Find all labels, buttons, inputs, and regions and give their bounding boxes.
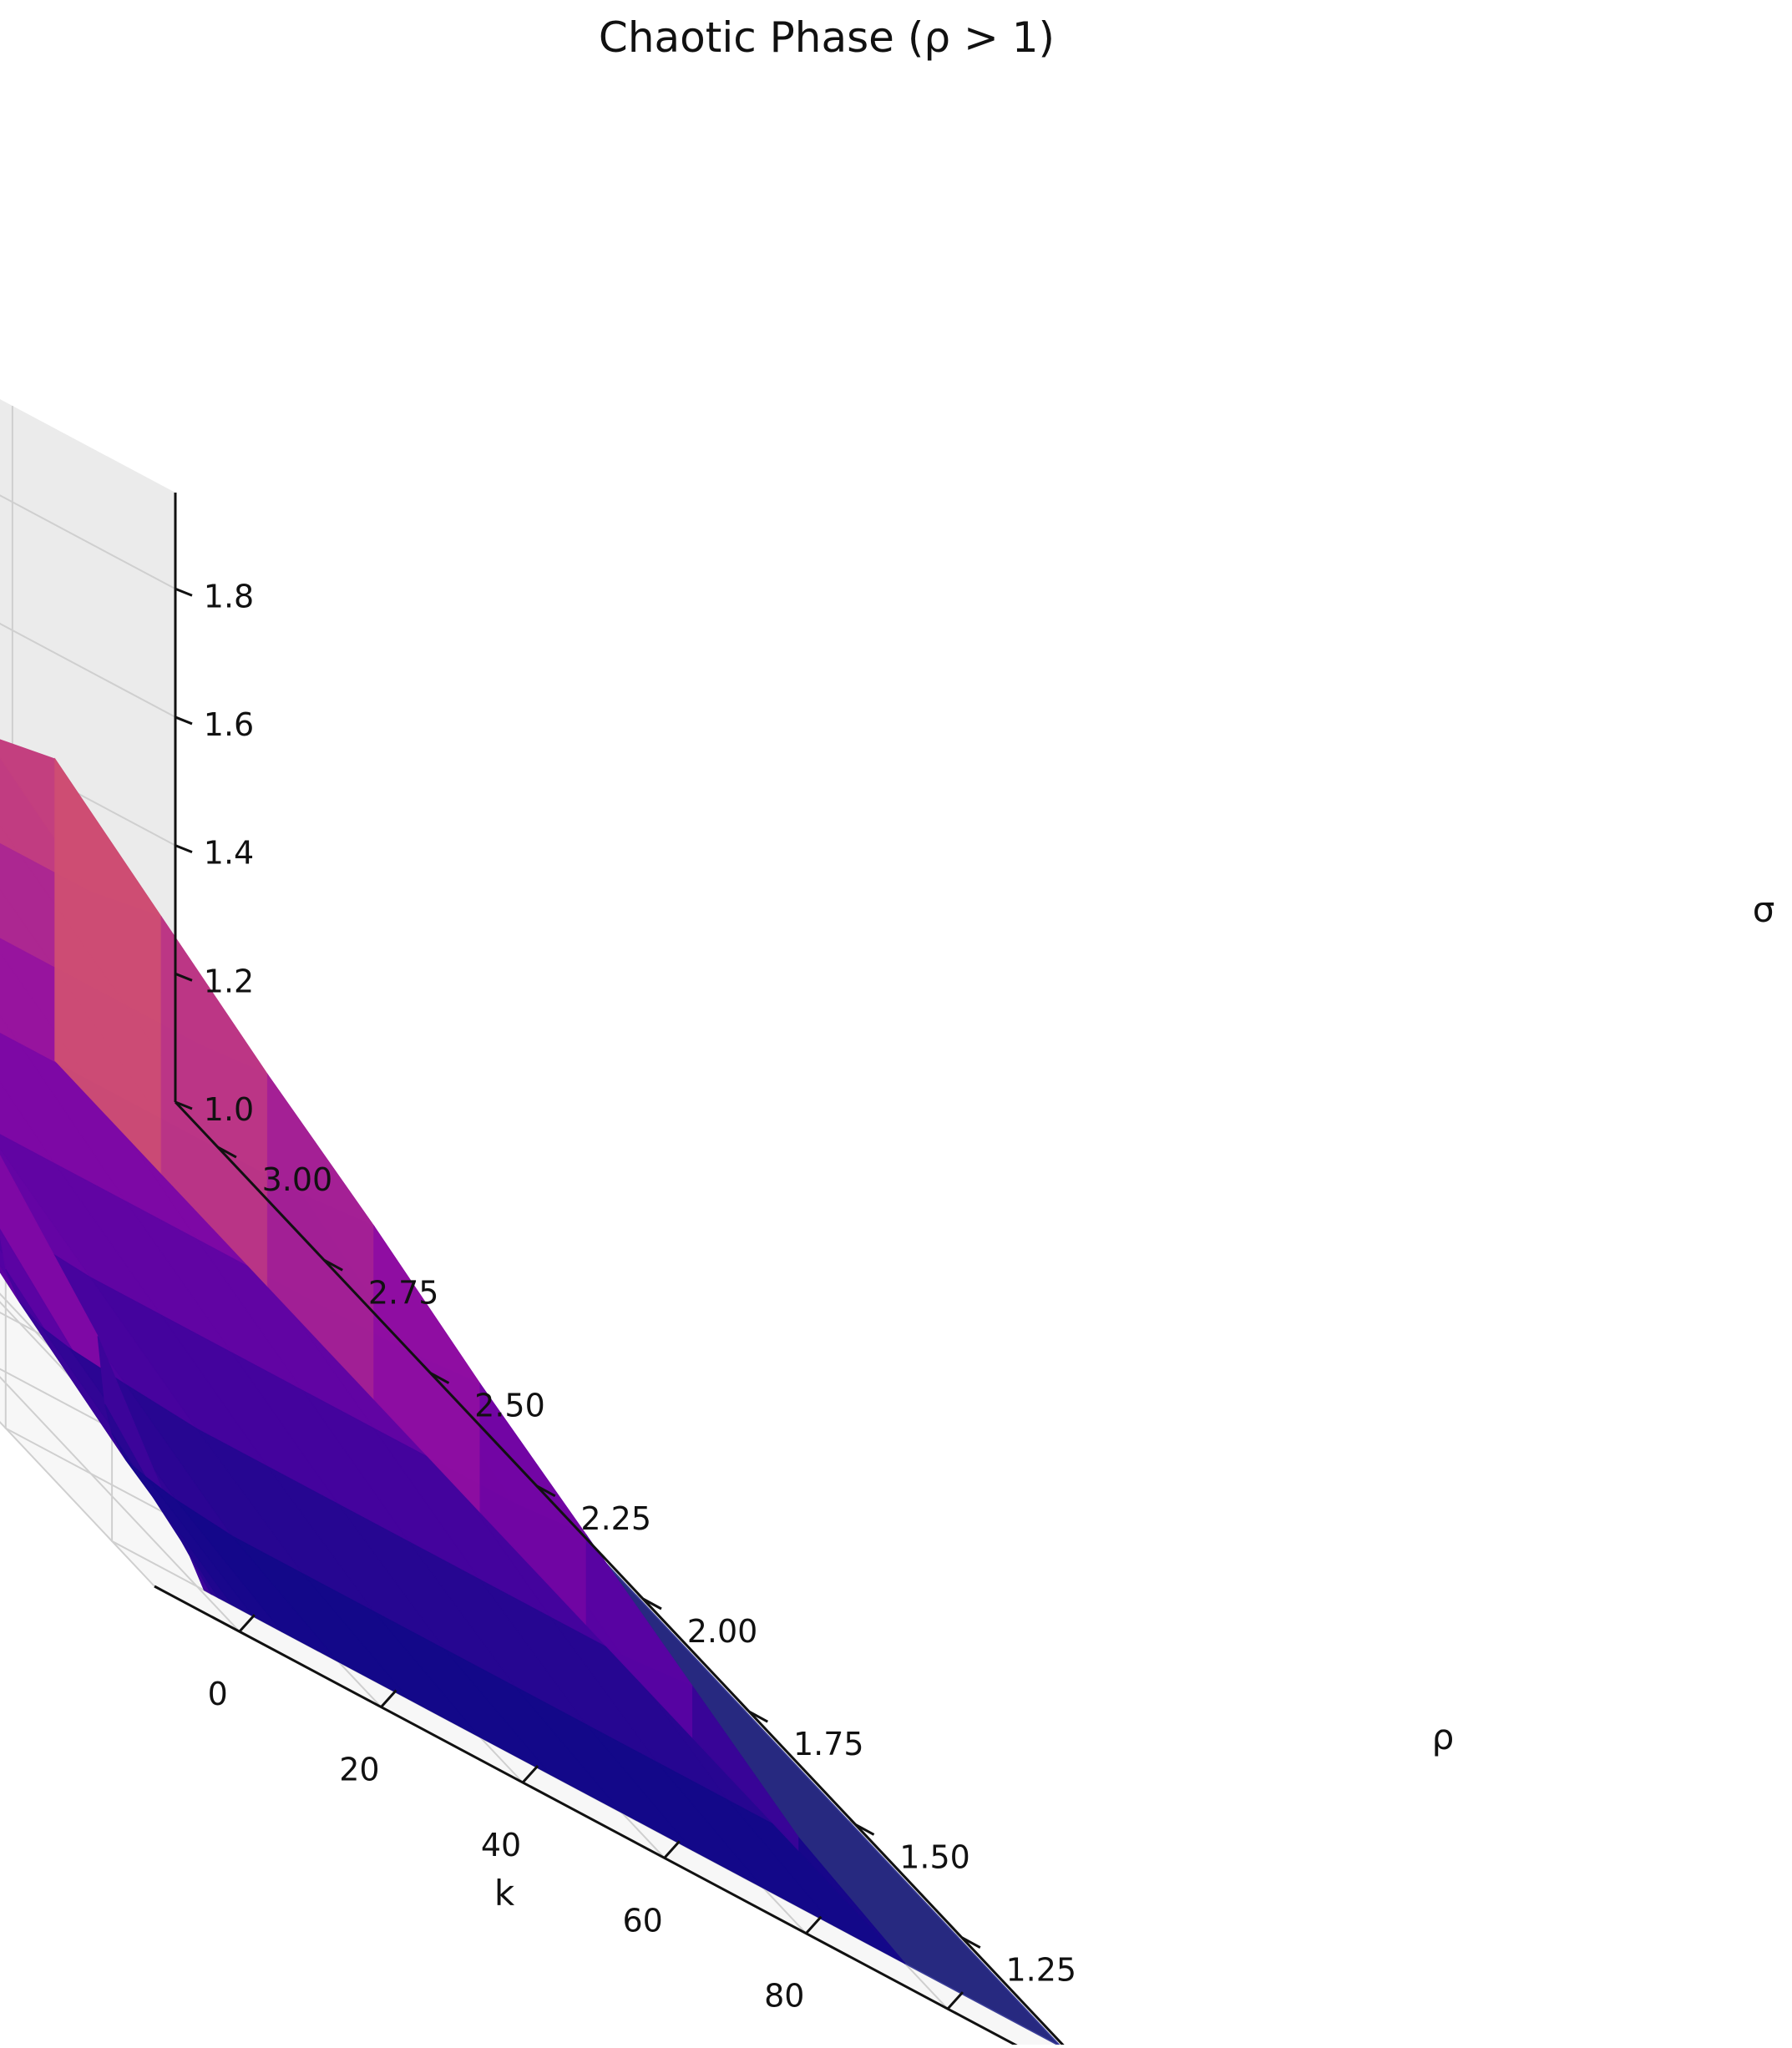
y-tick-label: 1.50 — [899, 1838, 970, 1875]
y-tick-label: 2.75 — [368, 1274, 439, 1311]
y-tick — [217, 1145, 237, 1159]
x-tick-label: 60 — [622, 1902, 662, 1939]
x-tick-label: 20 — [339, 1752, 379, 1788]
z-axis-label: σ — [1753, 889, 1775, 930]
y-tick-label: 2.50 — [474, 1388, 545, 1424]
x-tick — [805, 1915, 823, 1934]
y-tick-label: 3.00 — [262, 1161, 333, 1198]
y-tick — [854, 1823, 875, 1836]
x-tick-label: 0 — [208, 1676, 228, 1712]
z-tick — [175, 972, 193, 982]
y-tick — [536, 1484, 556, 1498]
x-tick — [663, 1840, 681, 1859]
y-tick-label: 2.25 — [580, 1500, 651, 1537]
y-axis-label: ρ — [1432, 1717, 1455, 1757]
x-tick — [380, 1689, 397, 1708]
y-tick-label: 1.25 — [1006, 1952, 1077, 1989]
z-tick-label: 1.0 — [204, 1091, 254, 1128]
x-axis-label: k — [494, 1873, 515, 1914]
surface-edge — [798, 1837, 906, 1965]
z-tick — [175, 844, 193, 854]
y-tick — [748, 1710, 768, 1723]
y-tick-label: 1.75 — [793, 1726, 864, 1762]
z-tick — [175, 716, 193, 726]
z-tick-label: 1.8 — [204, 578, 254, 614]
y-tick — [429, 1372, 450, 1384]
y-tick — [323, 1259, 343, 1272]
x-axis-line — [154, 1585, 1025, 2048]
chart-title: Chaotic Phase (ρ > 1) — [599, 13, 1055, 62]
z-tick-label: 1.2 — [204, 963, 254, 999]
surface-plot — [0, 739, 1062, 2048]
y-tick — [642, 1597, 662, 1611]
z-tick-label: 1.4 — [204, 835, 254, 872]
x-tick-label: 40 — [481, 1827, 521, 1863]
axis-lines: 0204060801001.001.251.501.752.002.252.50… — [154, 493, 1077, 2048]
x-tick-label: 80 — [764, 1978, 804, 2015]
x-tick — [521, 1764, 539, 1783]
x-tick — [238, 1614, 256, 1633]
y-tick — [961, 1936, 981, 1949]
x-tick — [946, 1991, 964, 2010]
z-tick — [175, 587, 193, 597]
z-tick — [175, 1100, 193, 1110]
z-tick-label: 1.6 — [204, 706, 254, 743]
y-tick-label: 2.00 — [687, 1613, 758, 1650]
